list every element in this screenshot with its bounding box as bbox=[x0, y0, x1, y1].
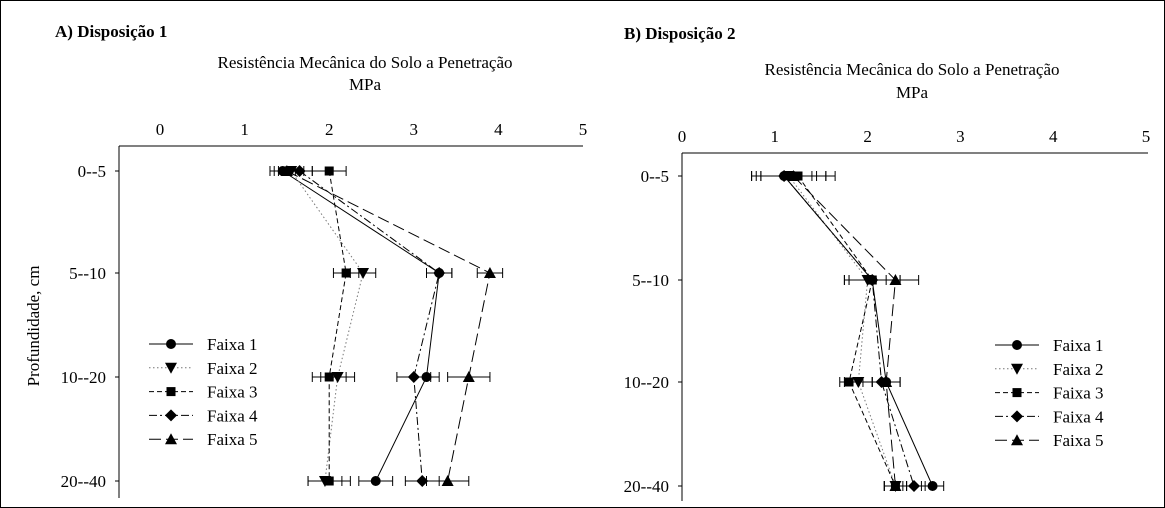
data-point bbox=[889, 274, 902, 285]
x-tick-label: 0 bbox=[678, 127, 687, 146]
series-2 bbox=[751, 171, 908, 492]
legend-marker bbox=[1012, 340, 1022, 350]
series-line bbox=[299, 170, 440, 482]
series-line bbox=[783, 175, 934, 487]
x-tick-label: 5 bbox=[579, 120, 588, 139]
panel-a-ylabel: Profundidade, cm bbox=[24, 266, 43, 387]
legend-label: Faixa 1 bbox=[207, 335, 258, 354]
panel-a: A) Disposição 1 Resistência Mecânica do … bbox=[24, 22, 587, 498]
panel-a-title: Resistência Mecânica do Solo a Penetraçã… bbox=[217, 53, 512, 72]
series-1 bbox=[269, 166, 453, 486]
x-tick-label: 3 bbox=[410, 120, 419, 139]
panel-b-unit: MPa bbox=[896, 83, 929, 102]
x-tick-label: 1 bbox=[240, 120, 249, 139]
legend-marker bbox=[166, 339, 176, 349]
x-tick-label: 0 bbox=[156, 120, 165, 139]
data-point bbox=[889, 480, 902, 491]
legend-label: Faixa 3 bbox=[207, 383, 258, 402]
data-point bbox=[357, 268, 370, 279]
series-line bbox=[286, 170, 491, 482]
data-point bbox=[341, 268, 351, 278]
legend-label: Faixa 5 bbox=[207, 430, 258, 449]
legend-marker bbox=[1011, 363, 1023, 375]
y-tick-label: 10--20 bbox=[624, 373, 669, 392]
series-line bbox=[797, 175, 896, 487]
legend-marker bbox=[1011, 410, 1023, 423]
legend-marker bbox=[165, 362, 177, 374]
data-point bbox=[324, 372, 334, 382]
x-tick-label: 2 bbox=[325, 120, 334, 139]
data-point bbox=[927, 481, 938, 491]
series-3 bbox=[760, 171, 908, 491]
data-point bbox=[324, 166, 334, 176]
legend-label: Faixa 1 bbox=[1053, 336, 1104, 355]
y-tick-label: 0--5 bbox=[641, 167, 669, 186]
data-point bbox=[880, 376, 893, 387]
y-tick-label: 20--40 bbox=[61, 472, 106, 491]
legend-marker bbox=[1012, 388, 1022, 398]
y-tick-label: 10--20 bbox=[61, 368, 106, 387]
data-point bbox=[462, 371, 475, 382]
legend-marker bbox=[166, 387, 176, 397]
series-line bbox=[793, 175, 896, 487]
data-point bbox=[908, 480, 920, 492]
data-point bbox=[324, 476, 334, 486]
series-line bbox=[282, 170, 440, 482]
legend: Faixa 1 Faixa 2 Faixa 3 Faixa 4 Faixa 5 bbox=[149, 335, 258, 449]
series-2 bbox=[277, 166, 377, 487]
legend-marker bbox=[165, 409, 177, 422]
data-point bbox=[441, 475, 454, 486]
y-tick-label: 5--10 bbox=[632, 271, 669, 290]
legend-label: Faixa 2 bbox=[1053, 360, 1104, 379]
legend-label: Faixa 3 bbox=[1053, 384, 1104, 403]
x-tick-label: 3 bbox=[956, 127, 965, 146]
legend-marker bbox=[165, 433, 177, 445]
legend-marker bbox=[1011, 434, 1023, 446]
data-point bbox=[844, 377, 854, 387]
legend-label: Faixa 5 bbox=[1053, 431, 1104, 450]
data-point bbox=[280, 165, 293, 176]
legend: Faixa 1 Faixa 2 Faixa 3 Faixa 4 Faixa 5 bbox=[995, 336, 1104, 450]
series-3 bbox=[307, 166, 360, 486]
panel-b: B) Disposição 2 Resistência Mecânica do … bbox=[624, 24, 1151, 501]
series-line bbox=[290, 170, 364, 482]
panel-b-title: Resistência Mecânica do Solo a Penetraçã… bbox=[764, 60, 1059, 79]
x-tick-label: 4 bbox=[1049, 127, 1058, 146]
x-tick-label: 5 bbox=[1142, 127, 1151, 146]
series-5 bbox=[760, 170, 920, 491]
data-point bbox=[407, 371, 420, 383]
data-point bbox=[370, 476, 381, 486]
data-point bbox=[433, 267, 446, 279]
x-tick-label: 4 bbox=[494, 120, 503, 139]
series-line bbox=[783, 175, 915, 487]
panel-b-label: B) Disposição 2 bbox=[624, 24, 735, 43]
series-1 bbox=[751, 171, 945, 491]
legend-label: Faixa 4 bbox=[207, 406, 258, 425]
data-point bbox=[787, 170, 800, 181]
x-tick-label: 1 bbox=[771, 127, 780, 146]
series-line bbox=[328, 170, 347, 481]
y-tick-label: 20--40 bbox=[624, 477, 669, 496]
data-point bbox=[483, 267, 496, 278]
series-4 bbox=[286, 165, 453, 487]
legend-label: Faixa 4 bbox=[1053, 407, 1104, 426]
panel-a-label: A) Disposição 1 bbox=[55, 22, 167, 41]
series-5 bbox=[273, 165, 504, 486]
series-4 bbox=[755, 170, 926, 492]
data-point bbox=[416, 475, 429, 487]
y-tick-label: 5--10 bbox=[69, 264, 106, 283]
panel-a-unit: MPa bbox=[349, 75, 382, 94]
y-tick-label: 0--5 bbox=[78, 162, 106, 181]
legend-label: Faixa 2 bbox=[207, 359, 258, 378]
x-tick-label: 2 bbox=[863, 127, 872, 146]
